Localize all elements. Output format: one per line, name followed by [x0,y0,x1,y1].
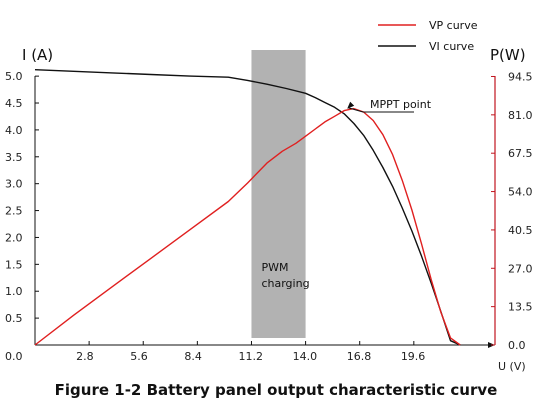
x-tick-label: 19.6 [401,350,426,363]
x-tick-label: 16.8 [347,350,372,363]
legend-label: VI curve [429,40,474,53]
vi-curve-line [34,69,461,346]
x-tick-label: 0.0 [5,350,23,363]
y-left-axis-label: I (A) [22,46,53,64]
x-tick-label: 5.6 [130,350,148,363]
y-right-axis-label: P(W) [490,46,526,64]
y-left-tick-label: 4.0 [5,124,23,137]
y-left-tick-label: 3.0 [5,178,23,191]
y-right-tick-label: 40.5 [508,224,533,237]
x-tick-label: 2.8 [76,350,94,363]
figure-caption: Figure 1-2 Battery panel output characte… [54,381,498,399]
y-left-tick-label: 5.0 [5,70,23,83]
y-left-tick-label: 1.0 [5,285,23,298]
y-left-tick-label: 3.5 [5,151,23,164]
x-axis-label: U (V) [498,360,526,373]
vp-curve-line [34,107,461,346]
y-left-tick-label: 4.5 [5,97,23,110]
y-left-tick-label: 0.5 [5,312,23,325]
pwm-label-line-2: charging [261,277,309,290]
y-right-tick-label: 81.0 [508,109,533,122]
x-tick-label: 11.2 [238,350,263,363]
y-left-tick-label: 2.5 [5,205,23,218]
y-right-tick-label: 94.5 [508,70,533,83]
y-right-tick-label: 0.0 [508,339,526,352]
y-right-tick-label: 54.0 [508,186,533,199]
pwm-label-line-1: PWM [261,261,288,274]
y-right-tick-label: 13.5 [508,301,533,314]
mppt-label: MPPT point [370,98,432,111]
x-tick-label: 14.0 [293,350,318,363]
chart: PWM charging 0.5 1.0 1.5 2.0 2.5 3.0 3.5 4.0 4.5 5… [5,19,533,373]
y-left-tick-label: 2.0 [5,231,23,244]
x-tick-label: 8.4 [184,350,202,363]
y-right-tick-label: 27.0 [508,262,533,275]
mppt-leader [348,107,364,113]
pwm-charging-band [251,50,306,338]
y-right-tick-label: 67.5 [508,147,533,160]
legend-label: VP curve [429,19,478,32]
y-left-tick-label: 1.5 [5,258,23,271]
mppt-arrowhead [347,101,355,109]
